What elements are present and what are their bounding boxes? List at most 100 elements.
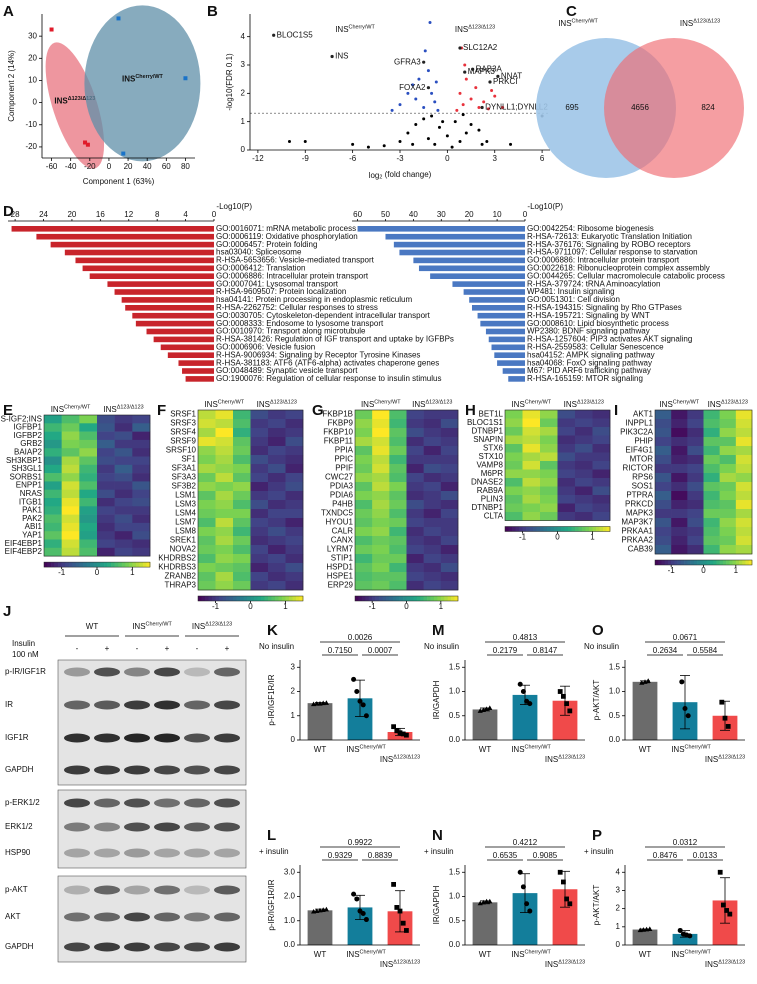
heatmap-cell: [592, 469, 611, 479]
row-label: SORBS1: [10, 472, 43, 481]
heatmap-cell: [268, 464, 286, 474]
row-label: SF3B2: [172, 482, 197, 491]
heatmap-cell: [592, 444, 611, 453]
term-label: GO:0007041: Lysosomal transport: [216, 279, 339, 288]
colorbar-tick-label: 1: [734, 566, 739, 575]
p-value: 0.7150: [328, 646, 353, 655]
heatmap-cell: [440, 455, 459, 465]
heatmap-cell: [540, 503, 558, 513]
heatmap-cell: [97, 506, 115, 515]
blot-band: [154, 733, 180, 743]
heatmap-cell: [671, 473, 688, 483]
text-sup: Cherry/WT: [525, 745, 552, 751]
heatmap-cell: [250, 410, 269, 420]
point: [423, 49, 427, 53]
point: [725, 724, 731, 729]
heatmap-cell: [389, 446, 407, 456]
heatmap-cell: [250, 500, 269, 510]
colorbar-segment: [365, 596, 370, 601]
heatmap-cell: [735, 464, 753, 474]
heatmap-cell: [97, 415, 115, 424]
heatmap-cell: [97, 489, 115, 499]
bar: [357, 226, 525, 232]
y-tick-label: 3: [616, 886, 621, 895]
heatmap-cell: [79, 481, 98, 490]
heatmap-cell: [687, 500, 704, 510]
point: [357, 698, 363, 704]
heatmap-cell: [44, 456, 62, 466]
point: [717, 869, 723, 875]
row-label: RAB9A: [477, 486, 504, 495]
heatmap-cell: [522, 503, 541, 513]
blot-band: [94, 822, 120, 832]
heatmap-cell: [233, 581, 251, 591]
heatmap-cell: [719, 482, 737, 492]
term-label: R-HSA-2559583: Cellular Senescence: [527, 343, 664, 352]
point: [49, 27, 54, 32]
heatmap-cell: [655, 437, 672, 447]
heatmap-cell: [97, 464, 115, 474]
heatmap-cell: [440, 473, 459, 483]
y-tick-label: 3: [291, 662, 296, 671]
point: [455, 108, 459, 112]
heatmap-cell: [61, 489, 80, 499]
heatmap-cell: [250, 464, 269, 474]
p-value: 0.6535: [493, 851, 518, 860]
colorbar-segment: [100, 562, 105, 568]
heatmap-cell: [423, 464, 442, 474]
heatmap-cell: [114, 464, 133, 474]
term-label: GO:0006886: Intracellular protein transp…: [527, 256, 680, 265]
heatmap-cell: [406, 464, 424, 474]
row-label: VAMP8: [476, 460, 503, 469]
heatmap-cell: [540, 486, 558, 496]
heatmap-cell: [703, 500, 720, 510]
heatmap-cell: [268, 554, 286, 564]
term-label: R-HSA-379724: tRNA Aminoacylation: [527, 279, 660, 288]
point: [557, 869, 563, 875]
column-group-label: INSCherry/WT: [511, 400, 551, 409]
heatmap-cell: [389, 536, 407, 546]
x-tick-label: WT: [479, 745, 492, 754]
blot-row-label: GAPDH: [5, 765, 34, 774]
colorbar-segment: [508, 526, 513, 532]
blot-band: [64, 700, 90, 710]
heatmap-cell: [233, 455, 251, 465]
column-group-label: INSCherry/WT: [361, 400, 401, 409]
p-value: 0.0671: [673, 633, 698, 642]
text-base: INS: [545, 960, 558, 969]
text-base: INS: [122, 75, 136, 84]
bar: [167, 352, 214, 358]
blot-band: [154, 798, 180, 808]
colorbar-segment: [690, 560, 695, 565]
row-label: PAK2: [22, 514, 42, 523]
gene-label: RAB3A: [476, 64, 503, 73]
heatmap-cell: [233, 464, 251, 474]
colorbar-segment: [392, 596, 397, 601]
heatmap-cell: [540, 495, 558, 504]
term-label: GO:0006886: Intracellular protein transp…: [216, 271, 369, 280]
row-label: YAP1: [22, 530, 42, 539]
point: [360, 702, 366, 708]
heatmap-cell: [389, 527, 407, 537]
heatmap-cell: [44, 531, 62, 540]
bar: [463, 289, 525, 295]
heatmap-cell: [592, 427, 611, 436]
row-label: PIK3C2A: [620, 428, 654, 437]
heatmap-cell: [719, 464, 737, 474]
text-base: INS: [51, 405, 64, 414]
heatmap-cell: [79, 531, 98, 540]
colorbar-segment: [697, 560, 701, 565]
heatmap-cell: [268, 500, 286, 510]
heatmap-cell: [372, 554, 390, 564]
blot-band: [184, 822, 210, 832]
colorbar-segment: [89, 562, 94, 568]
colorbar-segment: [205, 596, 209, 601]
heatmap-cell: [655, 428, 672, 438]
text-base: WT: [314, 745, 327, 754]
colorbar-segment: [557, 526, 562, 532]
heatmap-cell: [285, 455, 304, 465]
x-tick-label: 20: [67, 210, 76, 219]
x-tick-label: 0: [523, 210, 528, 219]
colorbar-segment: [409, 596, 414, 601]
heatmap-cell: [505, 418, 523, 428]
